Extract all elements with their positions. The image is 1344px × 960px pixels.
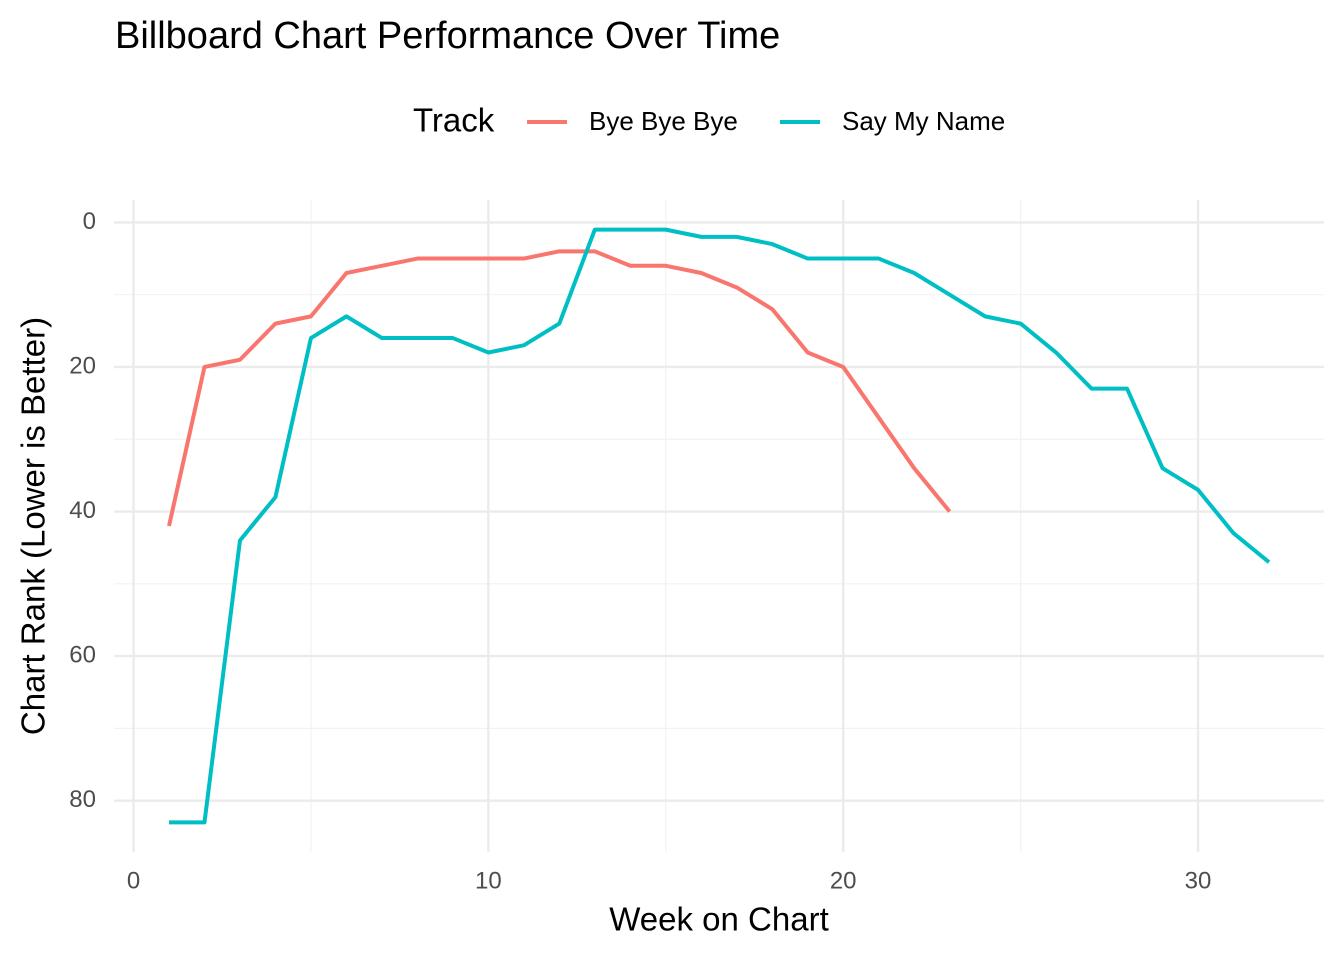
- chart-title: Billboard Chart Performance Over Time: [115, 15, 780, 57]
- y-axis-title: Chart Rank (Lower is Better): [15, 317, 52, 735]
- x-tick-label: 30: [1185, 867, 1212, 894]
- legend-title: Track: [413, 102, 495, 139]
- y-tick-label: 80: [69, 786, 96, 813]
- line: [169, 227, 1271, 825]
- x-tick-label: 0: [127, 867, 140, 894]
- y-tick-label: 20: [69, 352, 96, 379]
- y-tick-label: 0: [83, 208, 96, 235]
- line: [167, 249, 952, 527]
- y-tick-label: 40: [69, 497, 96, 524]
- legend-label: Say My Name: [842, 106, 1005, 136]
- x-tick-label: 20: [830, 867, 857, 894]
- x-tick-label: 10: [475, 867, 502, 894]
- x-axis-title: Week on Chart: [609, 901, 829, 938]
- legend-label: Bye Bye Bye: [589, 106, 738, 136]
- y-tick-label: 60: [69, 641, 96, 668]
